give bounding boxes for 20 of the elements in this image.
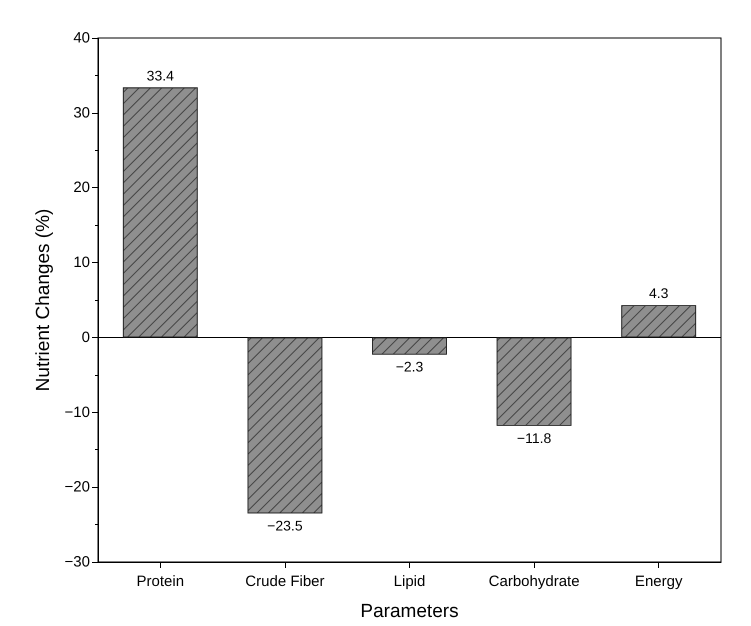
data-label: −2.3 bbox=[396, 358, 424, 375]
y-tick-label: 0 bbox=[82, 328, 90, 346]
x-tick-label: Energy bbox=[634, 573, 683, 590]
y-axis-title: Nutrient Changes (%) bbox=[33, 208, 54, 392]
data-label: 4.3 bbox=[648, 285, 669, 302]
y-tick-label: −10 bbox=[64, 404, 90, 421]
x-axis-title: Parameters bbox=[360, 601, 459, 622]
x-tick-label: Protein bbox=[136, 573, 184, 590]
x-tick-label: Lipid bbox=[394, 573, 426, 590]
x-tick-label: Crude Fiber bbox=[245, 573, 324, 590]
x-tick-label: Carbohydrate bbox=[488, 573, 580, 590]
data-label: −11.8 bbox=[516, 430, 552, 446]
data-label: −23.5 bbox=[267, 517, 303, 534]
y-tick-label: 10 bbox=[73, 254, 90, 272]
y-tick-label: −30 bbox=[64, 554, 90, 570]
y-tick-label: 30 bbox=[73, 104, 90, 122]
y-tick-label: 20 bbox=[73, 179, 90, 196]
data-label: 33.4 bbox=[146, 67, 174, 84]
y-tick-label: 40 bbox=[73, 30, 90, 46]
y-tick-label: −20 bbox=[64, 478, 90, 496]
